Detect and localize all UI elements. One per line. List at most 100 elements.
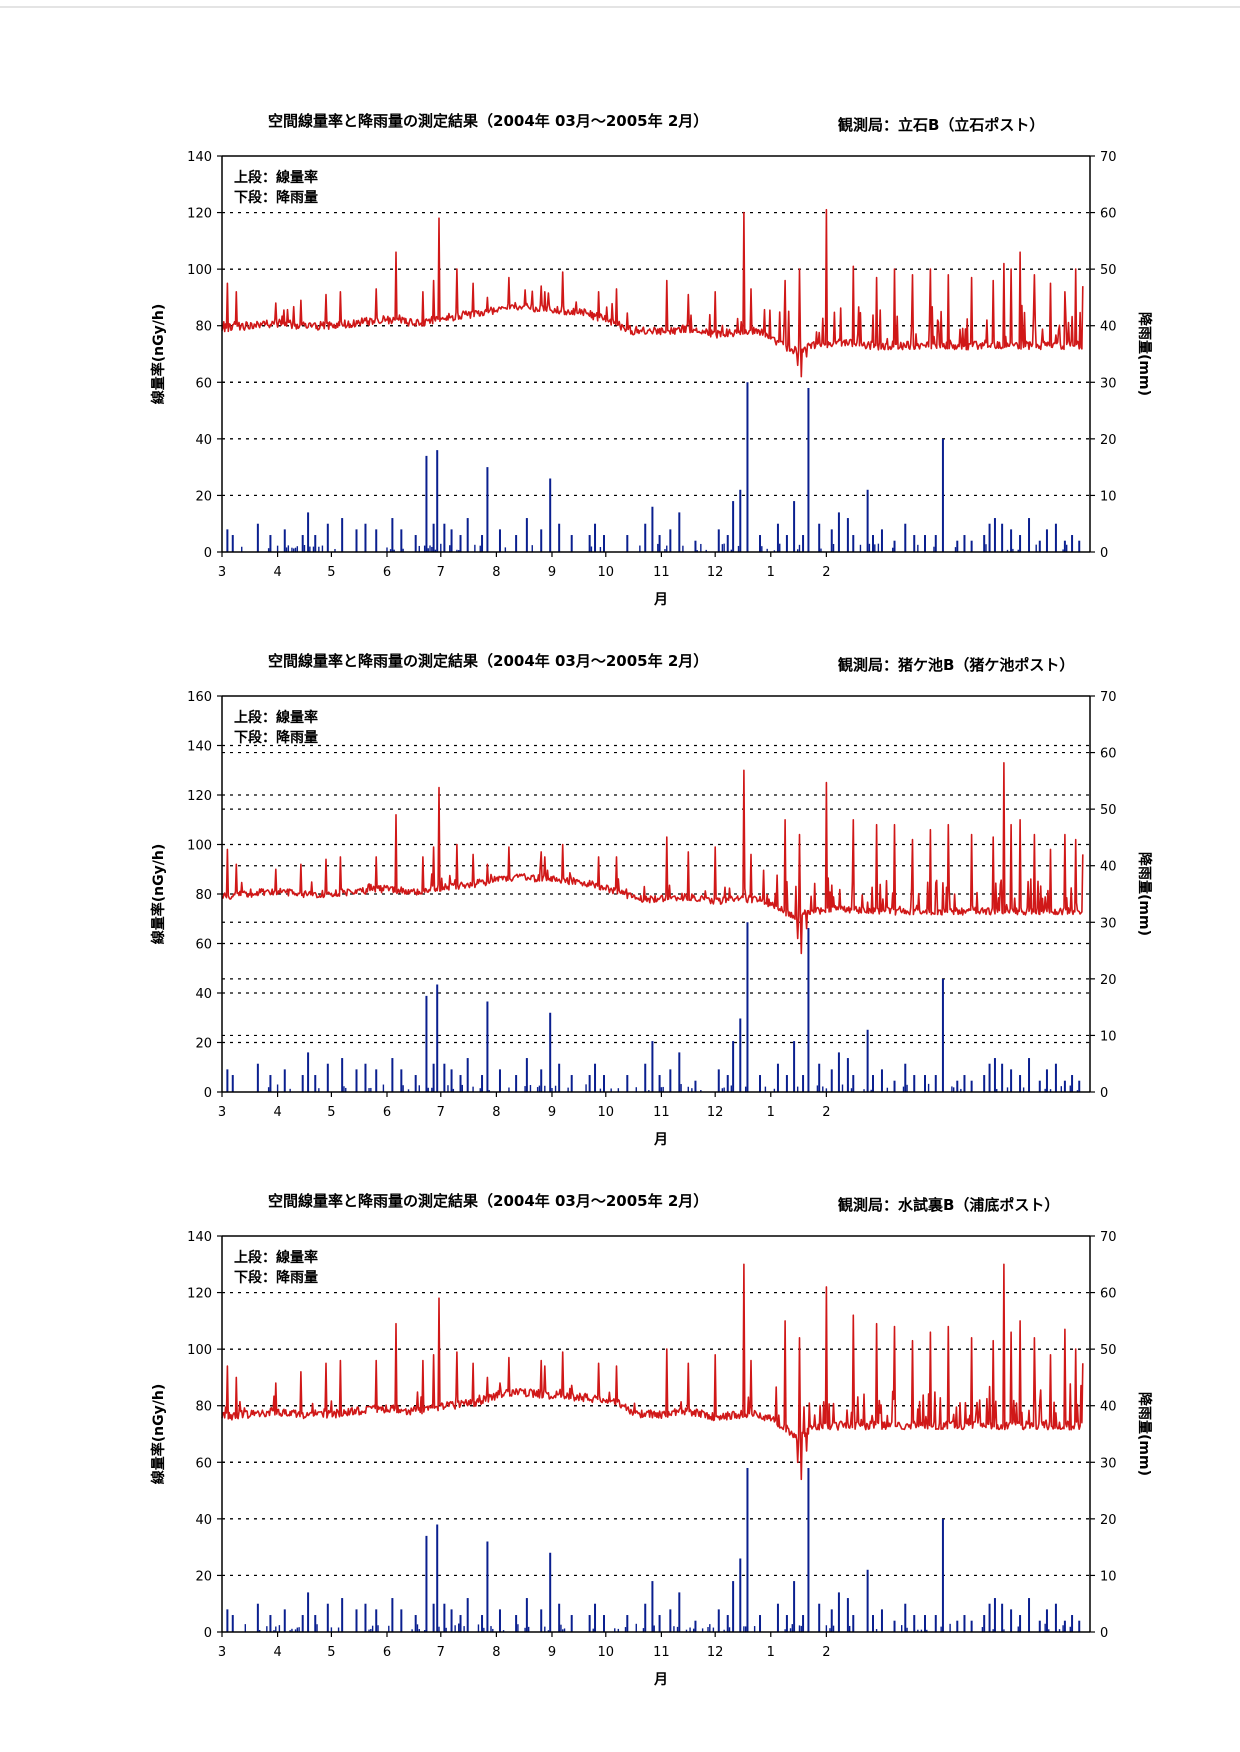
left-axis-tick-label: 60 [195,376,212,391]
right-axis-tick-label: 20 [1100,1513,1117,1528]
chart-panel-suishiura: 空間線量率と降雨量の測定結果（2004年 03月～2005年 2月） 観測局：水試… [0,1180,1240,1700]
left-axis-tick-label: 140 [187,150,212,165]
left-axis-tick-label: 40 [195,1513,212,1528]
right-axis-tick-label: 30 [1100,1456,1117,1471]
month-tick-label: 11 [653,1105,670,1120]
chart-svg: 空間線量率と降雨量の測定結果（2004年 03月～2005年 2月） 観測局：水試… [150,1192,1153,1688]
left-axis-tick-label: 100 [187,839,212,854]
right-axis-tick-label: 30 [1100,916,1117,931]
right-axis-tick-label: 20 [1100,973,1117,988]
left-axis-tick-label: 0 [204,1086,212,1101]
month-tick-label: 10 [598,1645,615,1660]
month-tick-label: 2 [822,565,830,580]
right-axis-tick-label: 0 [1100,546,1108,561]
left-axis-tick-label: 160 [187,690,212,705]
legend-lower: 下段：降雨量 [234,729,318,746]
left-axis-title: 線量率(nGy/h) [150,304,167,404]
left-axis-tick-label: 120 [187,1287,212,1302]
legend-lower: 下段：降雨量 [234,189,318,206]
right-axis-tick-label: 10 [1100,1569,1117,1584]
month-tick-label: 7 [437,1105,445,1120]
right-axis-tick-label: 60 [1100,747,1117,762]
left-axis-title: 線量率(nGy/h) [150,1384,167,1484]
month-tick-label: 2 [822,1105,830,1120]
chart-panel-tateishi: 空間線量率と降雨量の測定結果（2004年 03月～2005年 2月） 観測局：立石… [0,100,1240,620]
month-tick-label: 4 [273,1645,281,1660]
chart-title: 空間線量率と降雨量の測定結果（2004年 03月～2005年 2月） [268,652,708,670]
left-axis-tick-label: 20 [195,1569,212,1584]
right-axis-tick-label: 40 [1100,320,1117,335]
month-tick-label: 3 [218,1645,226,1660]
month-tick-label: 6 [383,1645,391,1660]
month-tick-label: 4 [273,565,281,580]
month-tick-label: 4 [273,1105,281,1120]
left-axis-tick-label: 120 [187,207,212,222]
legend-lower: 下段：降雨量 [234,1269,318,1286]
chart-title: 空間線量率と降雨量の測定結果（2004年 03月～2005年 2月） [268,1192,708,1210]
right-axis-tick-label: 70 [1100,690,1117,705]
station-label: 観測局：猪ケ池B（猪ケ池ポスト） [838,656,1074,674]
month-tick-label: 12 [707,565,724,580]
right-axis-title: 降雨量(mm) [1136,312,1153,396]
right-axis-tick-label: 40 [1100,1400,1117,1415]
right-axis-tick-label: 50 [1100,1343,1117,1358]
right-axis-tick-label: 50 [1100,803,1117,818]
left-axis-tick-label: 60 [195,1456,212,1471]
right-axis-title: 降雨量(mm) [1136,1392,1153,1476]
dose-rate-line [221,762,1084,955]
right-axis-tick-label: 70 [1100,1230,1117,1245]
right-axis-tick-label: 50 [1100,263,1117,278]
dose-rate-line [221,1263,1084,1481]
chart-panel-inogaike: 空間線量率と降雨量の測定結果（2004年 03月～2005年 2月） 観測局：猪ケ… [0,640,1240,1160]
month-tick-label: 11 [653,1645,670,1660]
left-axis-tick-label: 100 [187,1343,212,1358]
left-axis-tick-label: 80 [195,1400,212,1415]
left-axis-tick-label: 20 [195,1037,212,1052]
left-axis-tick-label: 40 [195,433,212,448]
left-axis-tick-label: 120 [187,789,212,804]
left-axis-tick-label: 140 [187,1230,212,1245]
right-axis-tick-label: 0 [1100,1626,1108,1641]
month-tick-label: 3 [218,1105,226,1120]
station-label: 観測局：立石B（立石ポスト） [838,116,1044,134]
month-tick-label: 1 [767,565,775,580]
right-axis-tick-label: 30 [1100,376,1117,391]
month-tick-label: 1 [767,1105,775,1120]
left-axis-tick-label: 100 [187,263,212,278]
month-tick-label: 7 [437,1645,445,1660]
left-axis-tick-label: 20 [195,489,212,504]
right-axis-title: 降雨量(mm) [1136,852,1153,936]
legend-upper: 上段：線量率 [234,1249,318,1266]
month-tick-label: 11 [653,565,670,580]
month-tick-label: 1 [767,1645,775,1660]
left-axis-tick-label: 80 [195,320,212,335]
legend-upper: 上段：線量率 [234,709,318,726]
month-tick-label: 2 [822,1645,830,1660]
station-label: 観測局：水試裏B（浦底ポスト） [838,1196,1059,1214]
month-tick-label: 5 [327,1105,335,1120]
right-axis-tick-label: 10 [1100,489,1117,504]
page-top-rule [0,6,1240,8]
x-axis-title: 月 [653,1672,668,1688]
left-axis-tick-label: 80 [195,888,212,903]
month-tick-label: 6 [383,565,391,580]
month-tick-label: 8 [492,1105,500,1120]
x-axis-title: 月 [653,1132,668,1148]
month-tick-label: 5 [327,565,335,580]
month-tick-label: 8 [492,1645,500,1660]
month-tick-label: 7 [437,565,445,580]
left-axis-tick-label: 140 [187,740,212,755]
month-tick-label: 3 [218,565,226,580]
right-axis-tick-label: 20 [1100,433,1117,448]
left-axis-tick-label: 40 [195,987,212,1002]
month-tick-label: 9 [548,565,556,580]
month-tick-label: 10 [598,565,615,580]
chart-title: 空間線量率と降雨量の測定結果（2004年 03月～2005年 2月） [268,112,708,130]
right-axis-tick-label: 0 [1100,1086,1108,1101]
month-tick-label: 9 [548,1645,556,1660]
month-tick-label: 5 [327,1645,335,1660]
x-axis-title: 月 [653,592,668,608]
dose-rate-line [221,208,1084,378]
right-axis-tick-label: 10 [1100,1029,1117,1044]
